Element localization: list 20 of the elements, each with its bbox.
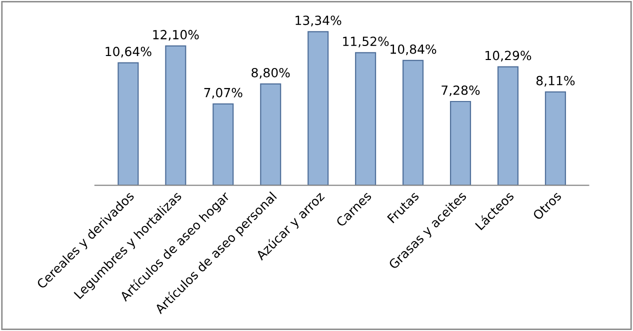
data-label: 7,28% [442, 85, 480, 96]
bar [497, 66, 519, 186]
bar [402, 60, 424, 186]
data-label: 10,84% [390, 44, 436, 56]
bar [165, 45, 186, 186]
bar [212, 103, 234, 186]
bar [260, 83, 282, 186]
data-label: 12,10% [153, 30, 199, 41]
data-label: 8,11% [536, 76, 575, 87]
bar [118, 62, 139, 186]
data-label: 10,64% [106, 46, 152, 58]
data-label: 13,34% [296, 16, 342, 26]
bar [544, 91, 566, 186]
data-label: 7,07% [204, 88, 242, 99]
data-label: 8,80% [252, 68, 290, 79]
data-label: 10,29% [486, 50, 532, 62]
bar [308, 31, 329, 186]
data-label: 11,52% [343, 36, 389, 48]
bar [355, 52, 376, 186]
bar [450, 100, 472, 186]
